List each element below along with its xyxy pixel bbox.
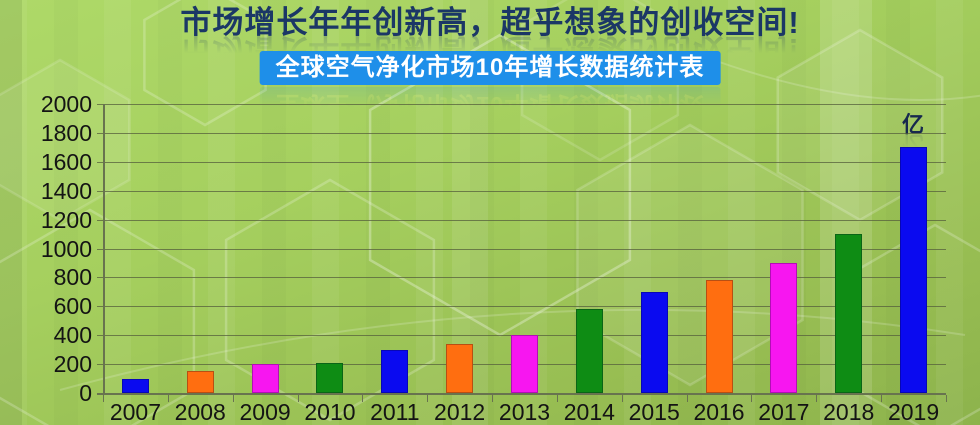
bar-2019 (900, 147, 928, 393)
y-axis-tick-label: 400 (53, 322, 92, 349)
bar-2016 (705, 280, 733, 393)
unit-label: 亿 (901, 112, 924, 137)
y-axis-tick-label: 1200 (40, 206, 92, 233)
bar-2014 (575, 309, 603, 393)
y-axis-tick-label: 1600 (40, 148, 92, 175)
gridline (97, 306, 946, 308)
axis-tick (751, 395, 753, 402)
slide-title: 市场增长年年创新高，超乎想象的创收空间! (180, 5, 800, 40)
gridline (97, 161, 946, 163)
chart-subtitle-badge: 全球空气净化市场10年增长数据统计表 (259, 51, 721, 85)
x-axis-label: 2014 (563, 399, 615, 425)
y-axis-tick-label: 1400 (40, 177, 92, 204)
y-axis-tick-label: 0 (79, 380, 92, 406)
bar-2017 (770, 263, 798, 393)
x-axis-label: 2012 (434, 399, 486, 425)
gridline (97, 219, 946, 221)
axis-tick (103, 395, 104, 402)
bar-2009 (251, 364, 279, 393)
bar-2012 (446, 344, 474, 393)
axis-tick (816, 395, 818, 402)
axis-tick (946, 395, 947, 402)
x-axis-label: 2016 (693, 399, 745, 425)
bar-2011 (381, 350, 409, 393)
bar-2018 (835, 234, 863, 393)
x-axis-label: 2017 (758, 399, 810, 425)
x-axis-label: 2007 (109, 399, 161, 425)
y-axis-tick-label: 800 (53, 264, 92, 291)
x-axis-line (97, 393, 946, 395)
gridline (97, 104, 946, 105)
y-axis-tick-label: 200 (53, 351, 92, 378)
gridline (97, 277, 946, 279)
axis-tick (167, 395, 169, 402)
y-axis-tick-label: 1000 (40, 235, 92, 262)
x-axis-label: 2018 (823, 399, 875, 425)
y-axis-tick-label: 2000 (40, 91, 92, 117)
gridline (97, 132, 946, 134)
y-axis-tick-label: 1800 (40, 119, 92, 146)
x-axis-label: 2009 (239, 399, 291, 425)
axis-tick (297, 395, 299, 402)
x-axis-label: 2008 (174, 399, 226, 425)
bar-2008 (186, 371, 214, 393)
axis-tick (881, 395, 883, 402)
axis-tick (556, 395, 558, 402)
y-axis-tick-label: 600 (53, 293, 92, 320)
bar-2015 (640, 292, 668, 393)
axis-tick (621, 395, 623, 402)
axis-tick (686, 395, 688, 402)
y-axis-line (103, 104, 105, 393)
x-axis-label: 2019 (887, 399, 940, 425)
x-axis-label: 2013 (498, 399, 551, 425)
x-axis-label: 2011 (370, 399, 420, 425)
bar-2013 (511, 335, 538, 393)
gridline (97, 248, 946, 250)
x-axis-label: 2010 (304, 399, 356, 425)
gridline (97, 190, 946, 192)
axis-tick (492, 395, 494, 402)
bar-2007 (121, 379, 149, 393)
axis-tick (427, 395, 429, 402)
bar-2010 (316, 363, 344, 393)
x-axis-label: 2015 (628, 399, 680, 425)
axis-tick (362, 395, 364, 402)
axis-tick (232, 395, 234, 402)
